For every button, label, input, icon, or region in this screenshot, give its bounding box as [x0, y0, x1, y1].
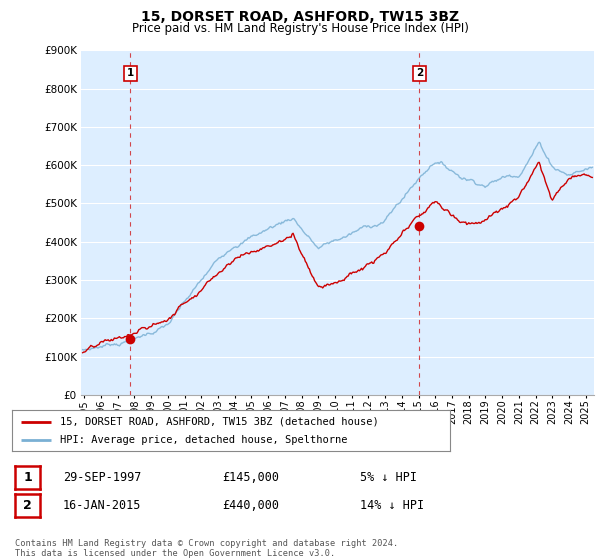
Text: 2: 2 [23, 499, 32, 512]
Text: £145,000: £145,000 [222, 470, 279, 484]
Text: 16-JAN-2015: 16-JAN-2015 [63, 498, 142, 512]
Text: 1: 1 [23, 471, 32, 484]
Text: 5% ↓ HPI: 5% ↓ HPI [360, 470, 417, 484]
Text: 29-SEP-1997: 29-SEP-1997 [63, 470, 142, 484]
Text: Contains HM Land Registry data © Crown copyright and database right 2024.
This d: Contains HM Land Registry data © Crown c… [15, 539, 398, 558]
Text: Price paid vs. HM Land Registry's House Price Index (HPI): Price paid vs. HM Land Registry's House … [131, 22, 469, 35]
Text: 2: 2 [416, 68, 423, 78]
Text: 15, DORSET ROAD, ASHFORD, TW15 3BZ: 15, DORSET ROAD, ASHFORD, TW15 3BZ [141, 10, 459, 24]
Text: 15, DORSET ROAD, ASHFORD, TW15 3BZ (detached house): 15, DORSET ROAD, ASHFORD, TW15 3BZ (deta… [60, 417, 379, 427]
Text: 1: 1 [127, 68, 134, 78]
Text: 14% ↓ HPI: 14% ↓ HPI [360, 498, 424, 512]
Text: HPI: Average price, detached house, Spelthorne: HPI: Average price, detached house, Spel… [60, 435, 347, 445]
Text: £440,000: £440,000 [222, 498, 279, 512]
